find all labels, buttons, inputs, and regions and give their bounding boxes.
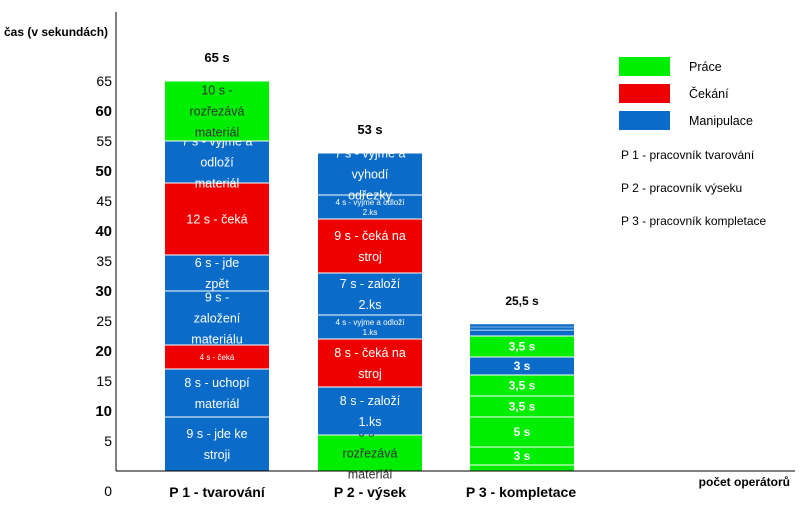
segment-label: 10 s -rozřezává materiál	[190, 83, 245, 139]
bar-segment	[318, 195, 422, 219]
operator-note: P 1 - pracovník tvarování	[621, 148, 755, 162]
y-tick-label: 30	[95, 283, 112, 300]
legend-swatch	[619, 57, 670, 76]
bar-segment	[318, 339, 422, 387]
segment-label: 7 s - založí 2.ks	[340, 277, 401, 312]
y-tick-label: 0	[104, 483, 112, 499]
segment-label: 4 s - čeká	[200, 353, 235, 362]
bar-segment	[318, 435, 422, 471]
y-axis-title: čas (v sekundách)	[4, 25, 108, 39]
segment-label: 3,5 s	[509, 400, 536, 414]
segment-label: 3,5 s	[509, 379, 536, 393]
bar-segment	[318, 273, 422, 315]
bar-segment	[470, 324, 574, 327]
legend-label: Práce	[689, 60, 722, 74]
segment-label: 8 s - čeká na stroj	[334, 346, 406, 381]
y-tick-label: 15	[96, 373, 112, 389]
bar-total-label: 53 s	[357, 122, 382, 137]
operator-note: P 3 - pracovník kompletace	[621, 214, 767, 228]
segment-label: 5 s	[514, 425, 531, 439]
segment-label: 7 s - vyjme a vyhodí odřezky	[335, 146, 406, 202]
segment-label: 3 s	[514, 359, 531, 373]
bar-segment	[470, 327, 574, 330]
segment-label: 6 s - jde zpět	[195, 256, 240, 291]
y-tick-label: 20	[95, 343, 112, 360]
x-category-label: P 3 - kompletace	[466, 484, 576, 500]
bar-segment	[165, 369, 269, 417]
x-category-label: P 2 - výsek	[334, 484, 406, 500]
bar-segment	[470, 447, 574, 465]
bar-segment	[165, 345, 269, 369]
y-tick-label: 50	[95, 163, 112, 180]
bar-segment	[470, 417, 574, 447]
bar-total-label: 65 s	[204, 50, 229, 65]
bar-segment	[318, 153, 422, 195]
y-axis-ticks: 0 5 10 15 20 25 30 35 40 45 50 55 60 65	[95, 73, 112, 499]
segment-label: 9 s - jde ke stroji	[186, 427, 247, 462]
legend-swatch	[619, 84, 670, 103]
bar-segment	[470, 396, 574, 417]
bar-segment	[470, 357, 574, 375]
bar-total-label: 25,5 s	[505, 294, 539, 308]
y-tick-label: 35	[96, 253, 112, 269]
segment-label: 3,5 s	[509, 340, 536, 354]
y-tick-label: 45	[96, 193, 112, 209]
bar-segment	[318, 315, 422, 339]
legend-swatch	[619, 111, 670, 130]
bar-segment	[165, 291, 269, 345]
y-tick-label: 5	[104, 433, 112, 449]
y-tick-label: 65	[96, 73, 112, 89]
bar-segment	[318, 219, 422, 273]
segment-label: 9 s -založení materiálu	[191, 290, 242, 346]
y-tick-label: 40	[95, 223, 112, 240]
bars: 9 s - jde ke stroji 8 s - uchopí materiál 4 …	[165, 50, 576, 500]
legend-label: Čekání	[689, 86, 729, 101]
y-tick-label: 25	[96, 313, 112, 329]
segment-label: 4 s - vyjme a odloží 2.ks	[336, 198, 406, 217]
segment-label: 12 s - čeká	[186, 212, 247, 226]
bar-segment	[165, 417, 269, 471]
y-tick-label: 55	[96, 133, 112, 149]
x-axis-title: počet operátorů	[699, 475, 790, 489]
y-tick-label: 10	[95, 403, 112, 420]
bar-segment	[165, 141, 269, 183]
legend-label: Manipulace	[689, 114, 753, 128]
segment-label: 4 s - vyjme a odloží 1.ks	[336, 318, 406, 337]
bar-segment	[470, 375, 574, 396]
bar-segment	[165, 255, 269, 291]
bar-segment	[165, 183, 269, 255]
bar-segment	[470, 330, 574, 336]
segment-label: 8 s - uchopí materiál	[184, 376, 250, 411]
segment-label: 8 s - založí 1.ks	[340, 394, 401, 429]
bar-segment	[470, 465, 574, 471]
x-category-label: P 1 - tvarování	[169, 484, 266, 500]
bar-segment	[165, 81, 269, 141]
notes: P 1 - pracovník tvarování P 2 - pracovník…	[621, 148, 767, 228]
segment-label: 3 s	[514, 449, 531, 463]
bar-segment	[318, 387, 422, 435]
y-tick-label: 60	[95, 103, 112, 120]
segment-label: 9 s - čeká na stroj	[334, 229, 406, 264]
bar-segment	[470, 336, 574, 357]
operator-note: P 2 - pracovník výseku	[621, 181, 742, 195]
legend: Práce Čekání Manipulace	[619, 57, 753, 130]
